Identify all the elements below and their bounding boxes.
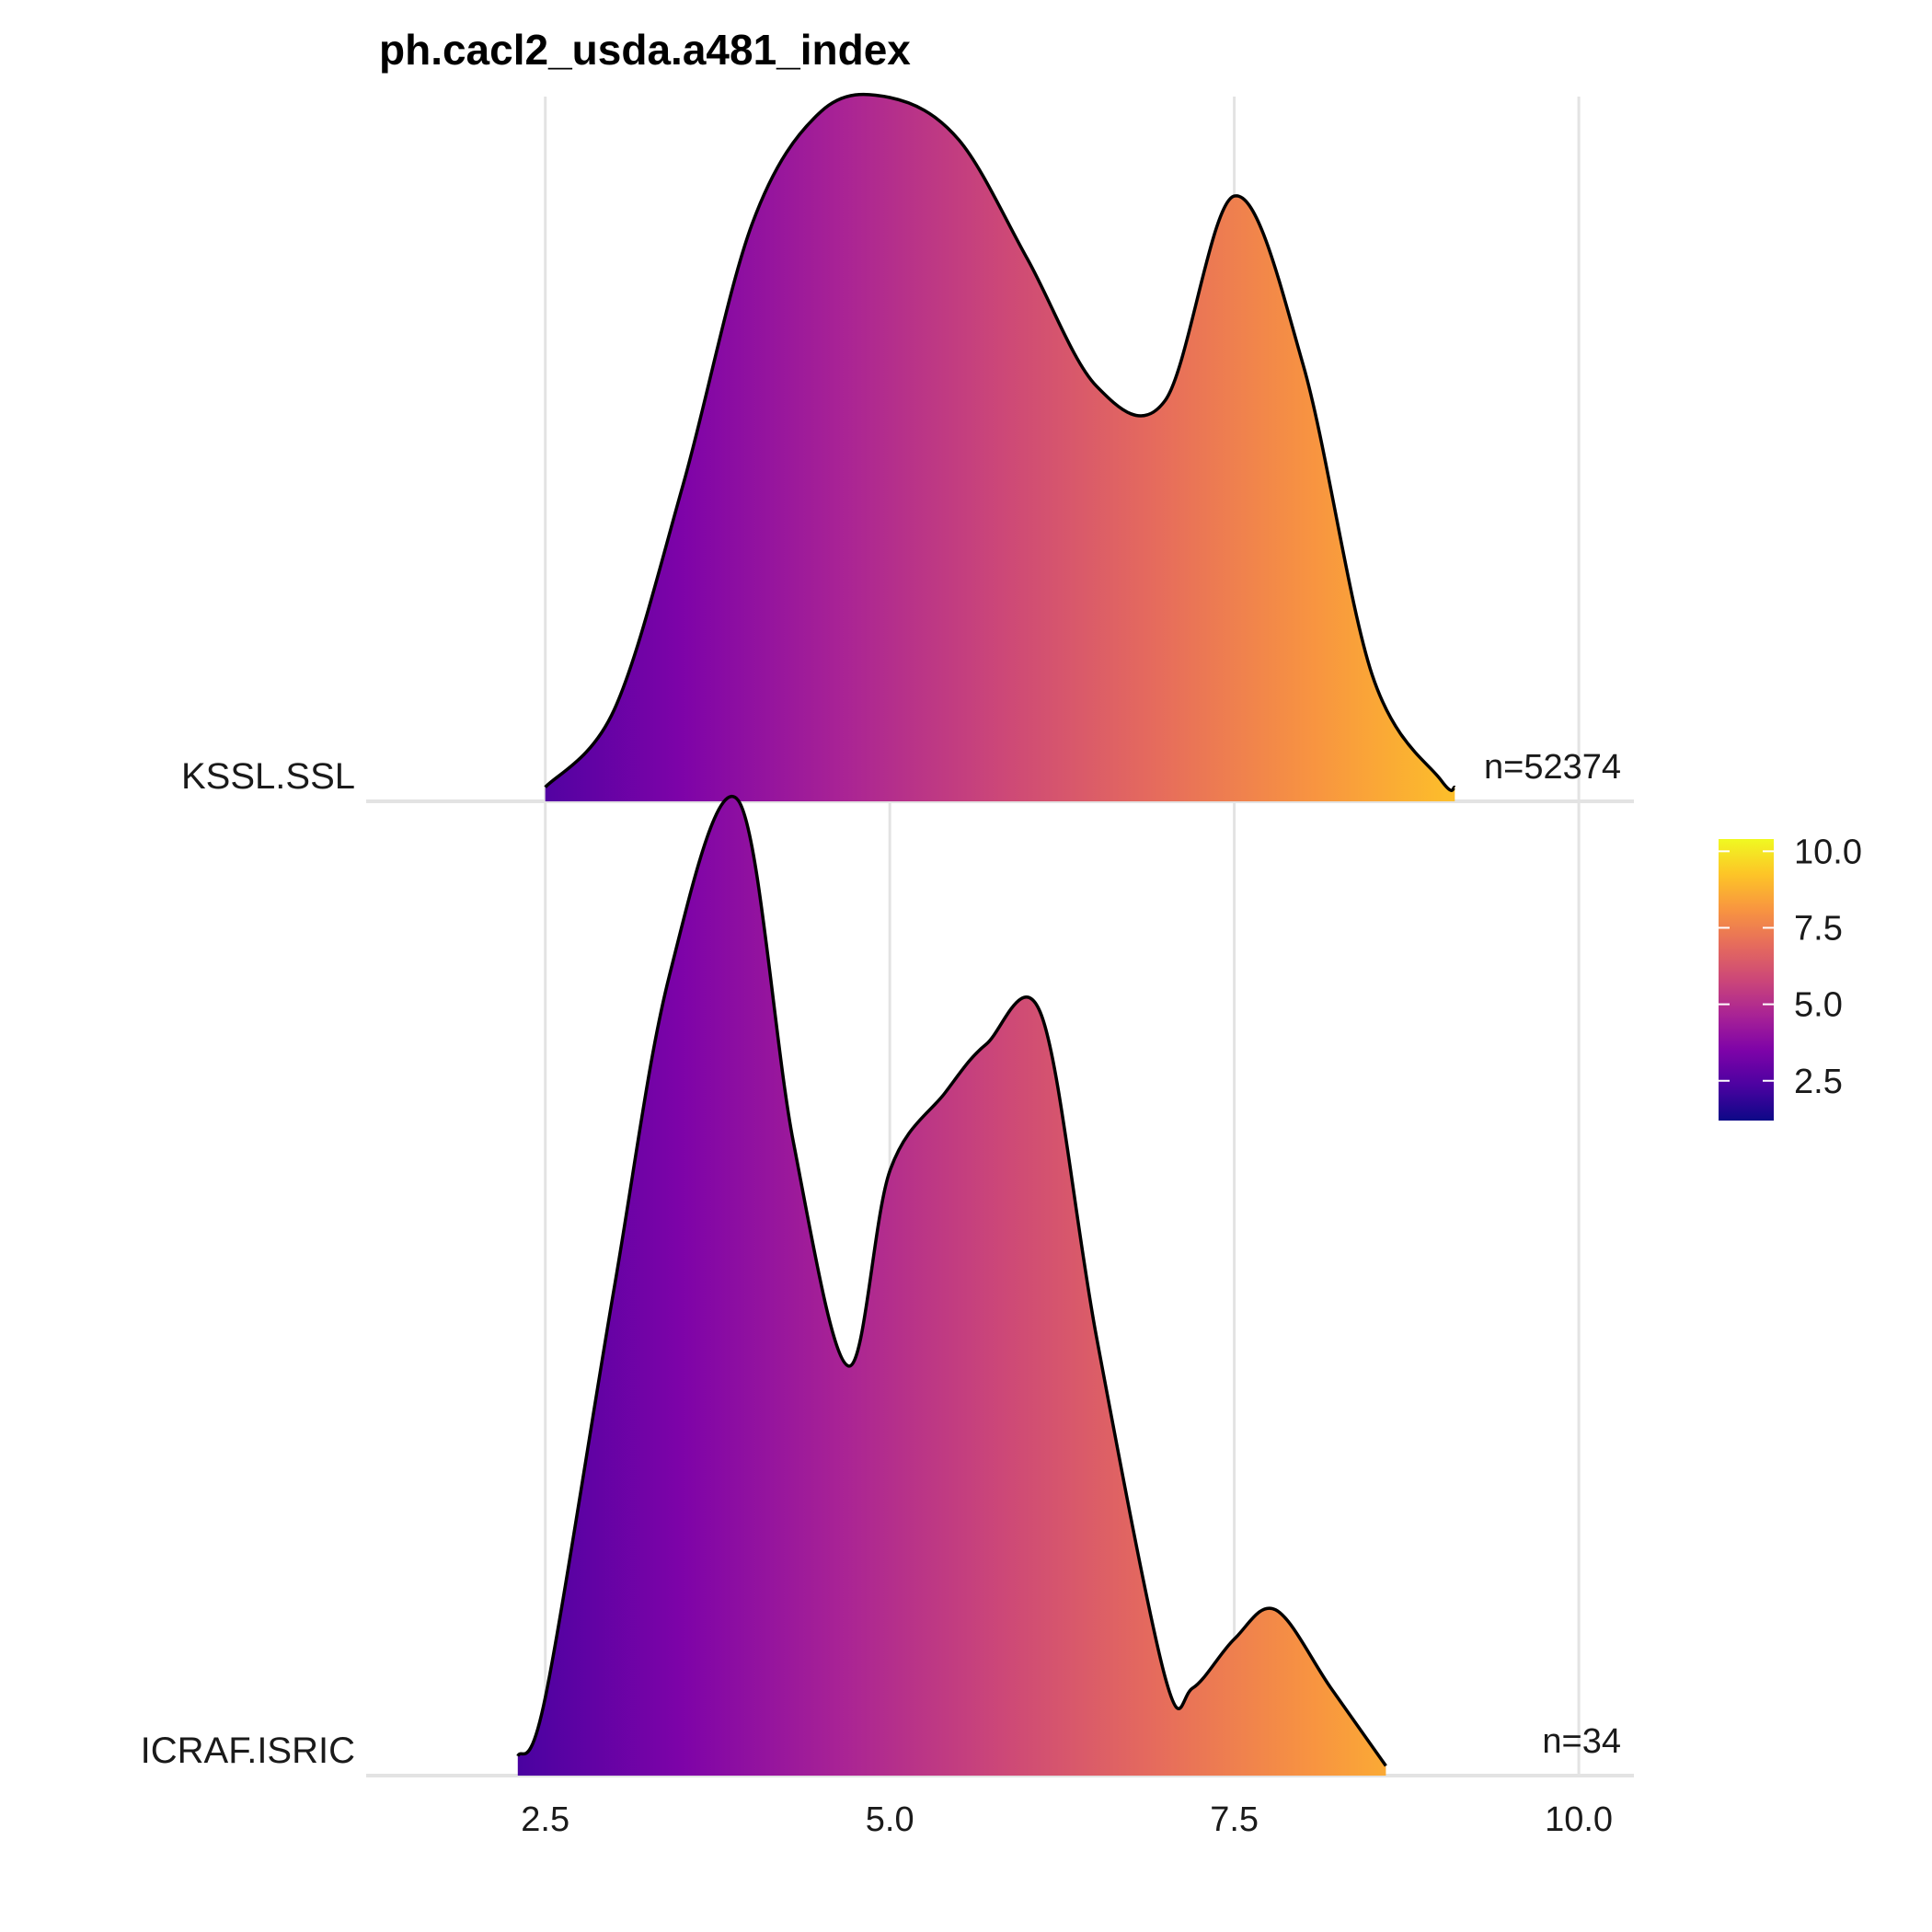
x-axis-ticks: 2.5 5.0 7.5 10.0: [521, 1800, 1613, 1839]
colorbar-tick-label-1: 5.0: [1794, 986, 1843, 1025]
colorbar-tick-label-3: 10.0: [1794, 833, 1862, 871]
x-tick-label-3: 10.0: [1545, 1800, 1613, 1839]
colorbar-gradient: [1719, 839, 1774, 1121]
n-label-0: n=52374: [1484, 748, 1621, 787]
n-label-1: n=34: [1542, 1722, 1621, 1761]
x-tick-label-2: 7.5: [1210, 1800, 1259, 1839]
group-label-1: ICRAF.ISRIC: [141, 1731, 355, 1771]
group-labels: KSSL.SSL ICRAF.ISRIC: [141, 756, 355, 1771]
colorbar-legend: 2.5 5.0 7.5 10.0: [1719, 833, 1862, 1121]
group-label-0: KSSL.SSL: [181, 756, 355, 797]
x-tick-label-0: 2.5: [521, 1800, 569, 1839]
density-ridges: [516, 92, 1457, 1777]
colorbar-ticks: 2.5 5.0 7.5 10.0: [1719, 833, 1862, 1101]
n-labels: n=52374 n=34: [1484, 748, 1621, 1761]
colorbar-tick-label-2: 7.5: [1794, 909, 1843, 948]
chart-title: ph.cacl2_usda.a481_index: [379, 26, 911, 74]
x-tick-label-1: 5.0: [866, 1800, 914, 1839]
ridge-line-KSSL.SSL: [544, 92, 1457, 792]
ridge-fill-ICRAF.ISRIC: [517, 796, 1386, 1777]
ridge-line-ICRAF.ISRIC: [516, 795, 1387, 1767]
colorbar-tick-label-0: 2.5: [1794, 1063, 1843, 1101]
ridge-fill-KSSL.SSL: [545, 94, 1455, 801]
